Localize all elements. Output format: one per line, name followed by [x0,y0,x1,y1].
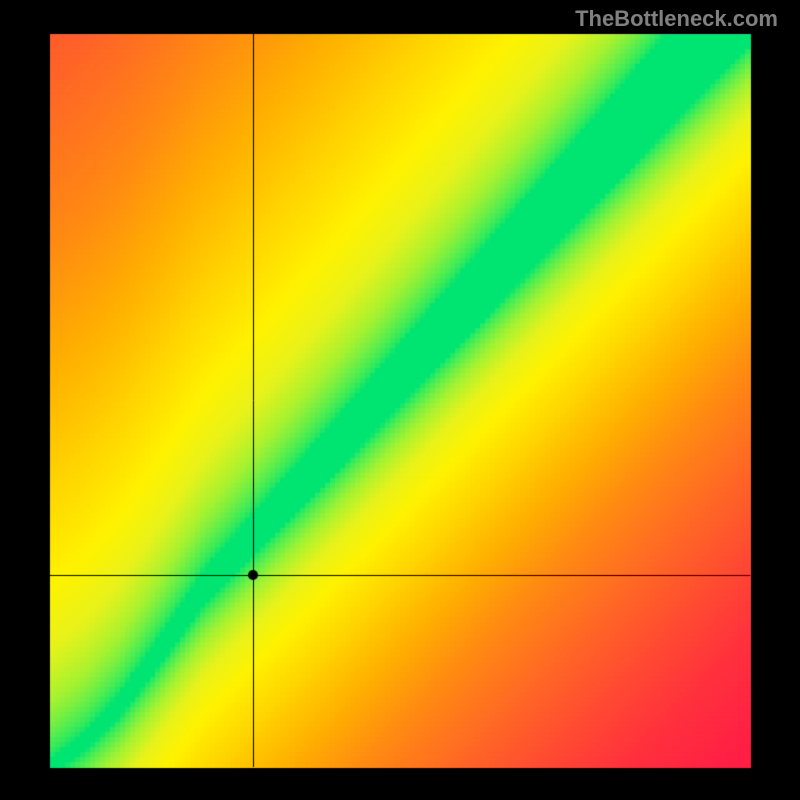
watermark-text: TheBottleneck.com [575,6,778,32]
bottleneck-heatmap [0,0,800,800]
chart-container: TheBottleneck.com [0,0,800,800]
